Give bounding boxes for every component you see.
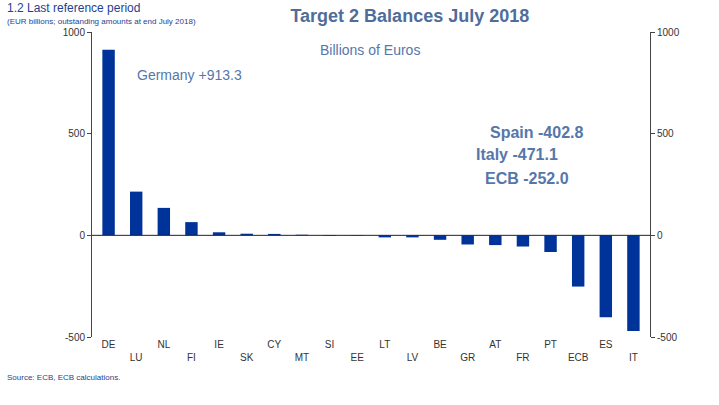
svg-text:Spain -402.8: Spain -402.8 bbox=[490, 124, 583, 141]
svg-text:0: 0 bbox=[657, 230, 663, 241]
svg-text:IE: IE bbox=[214, 339, 224, 350]
svg-text:SI: SI bbox=[325, 339, 334, 350]
svg-text:LU: LU bbox=[130, 352, 143, 363]
svg-text:LT: LT bbox=[379, 339, 390, 350]
svg-text:IT: IT bbox=[629, 352, 638, 363]
svg-text:0: 0 bbox=[79, 230, 85, 241]
svg-text:FI: FI bbox=[187, 352, 196, 363]
svg-text:BE: BE bbox=[433, 339, 447, 350]
svg-text:ECB -252.0: ECB -252.0 bbox=[485, 170, 569, 187]
svg-text:ECB: ECB bbox=[568, 352, 589, 363]
svg-text:-500: -500 bbox=[657, 332, 677, 343]
svg-text:500: 500 bbox=[657, 128, 674, 139]
svg-text:AT: AT bbox=[489, 339, 501, 350]
svg-text:(EUR billions; outstanding amo: (EUR billions; outstanding amounts at en… bbox=[7, 17, 196, 26]
svg-text:Italy -471.1: Italy -471.1 bbox=[476, 146, 558, 163]
svg-text:Target 2 Balances July 2018: Target 2 Balances July 2018 bbox=[290, 6, 529, 26]
svg-text:1000: 1000 bbox=[657, 27, 680, 38]
svg-text:Germany +913.3: Germany +913.3 bbox=[137, 67, 242, 83]
svg-text:Billions of Euros: Billions of Euros bbox=[320, 42, 420, 58]
svg-text:NL: NL bbox=[157, 339, 170, 350]
svg-text:500: 500 bbox=[68, 128, 85, 139]
svg-text:ES: ES bbox=[599, 339, 613, 350]
svg-text:-500: -500 bbox=[65, 332, 85, 343]
svg-text:MT: MT bbox=[295, 352, 309, 363]
svg-text:1000: 1000 bbox=[63, 27, 86, 38]
svg-text:FR: FR bbox=[516, 352, 529, 363]
svg-text:SK: SK bbox=[240, 352, 254, 363]
svg-text:LV: LV bbox=[407, 352, 419, 363]
svg-text:CY: CY bbox=[267, 339, 281, 350]
svg-text:PT: PT bbox=[544, 339, 557, 350]
svg-text:GR: GR bbox=[460, 352, 475, 363]
svg-text:DE: DE bbox=[102, 339, 116, 350]
svg-text:Source: ECB, ECB calculations.: Source: ECB, ECB calculations. bbox=[7, 373, 120, 382]
svg-text:1.2 Last reference period: 1.2 Last reference period bbox=[7, 1, 140, 15]
svg-text:EE: EE bbox=[351, 352, 365, 363]
